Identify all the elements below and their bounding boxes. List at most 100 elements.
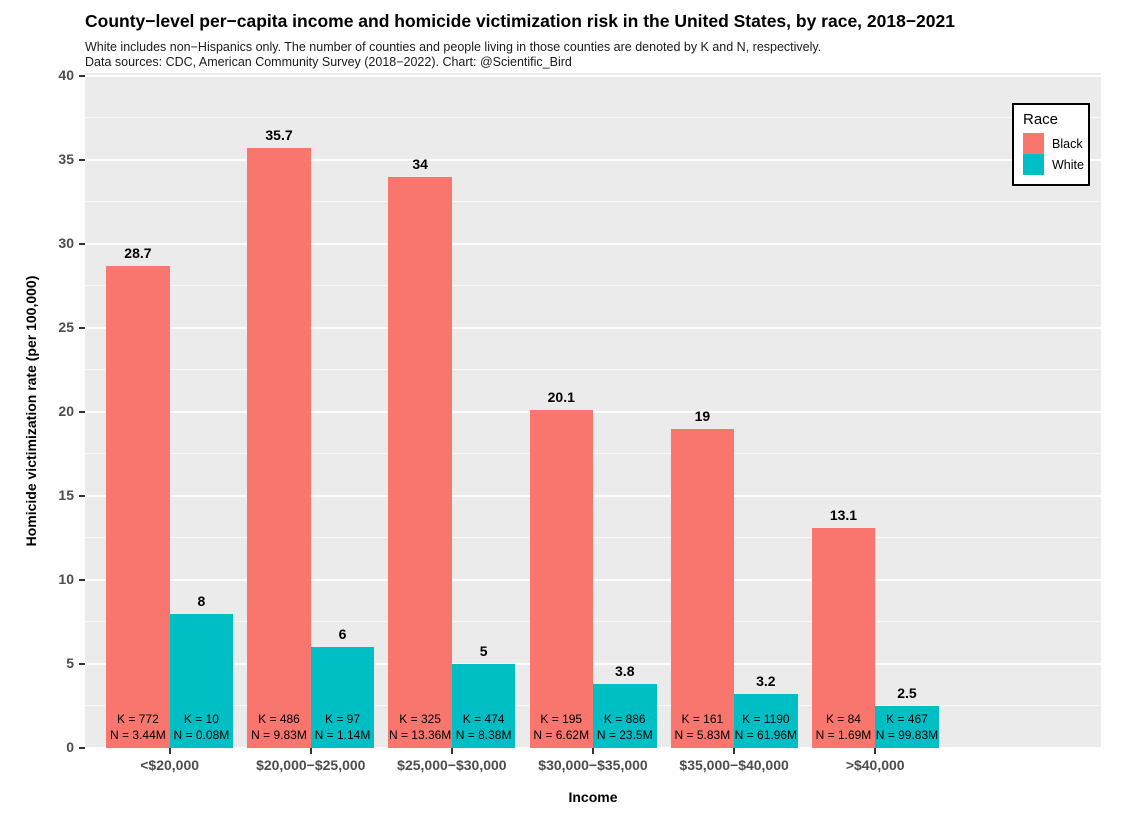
- legend: Race Black White: [1012, 103, 1090, 186]
- y-tick-mark: [79, 579, 85, 581]
- bar-value-label: 3.2: [756, 673, 776, 690]
- bar-value-label: 20.1: [547, 389, 575, 406]
- y-tick-mark: [79, 327, 85, 329]
- counties-count: K = 84: [825, 712, 861, 726]
- y-tick-mark: [79, 243, 85, 245]
- population-count: N = 3.44M: [110, 728, 166, 742]
- chart-subtitle-line1: White includes non−Hispanics only. The n…: [85, 40, 822, 54]
- counties-count: K = 886: [603, 712, 646, 726]
- x-tick-label-0: <$20,000: [140, 757, 200, 773]
- gridline-major: [85, 663, 1101, 665]
- bar-kn-annotation: K = 195 N = 6.62M: [530, 711, 594, 743]
- legend-swatch-white: [1023, 154, 1044, 175]
- population-count: N = 23.5M: [596, 728, 653, 742]
- x-tick-mark: [450, 748, 453, 754]
- gridline-major: [85, 75, 1101, 77]
- plot-panel: 28.7 K = 772 N = 3.44M 8 K = 10 N = 0.08M 35.7…: [85, 73, 1101, 749]
- legend-entry-white: White: [1023, 154, 1084, 175]
- counties-count: K = 10: [183, 712, 219, 726]
- y-tick-label: 35: [58, 151, 74, 167]
- gridline-minor: [85, 201, 1101, 202]
- y-tick-mark: [79, 75, 85, 77]
- bar-value-label: 6: [338, 626, 347, 643]
- counties-count: K = 486: [258, 712, 300, 726]
- bar-kn-annotation: K = 97 N = 1.14M: [311, 711, 375, 743]
- gridline-major: [85, 327, 1101, 329]
- population-count: N = 61.96M: [734, 728, 798, 742]
- bar-white-0: [169, 613, 234, 748]
- counties-count: K = 97: [325, 712, 361, 726]
- bar-value-label: 34: [412, 155, 428, 172]
- bar-value-label: 28.7: [124, 244, 152, 261]
- population-count: N = 9.83M: [251, 728, 307, 742]
- y-tick-mark: [79, 663, 85, 665]
- bar-value-label: 5: [479, 643, 488, 659]
- bar-kn-annotation: K = 486 N = 9.83M: [247, 711, 311, 743]
- bar-black-3: [529, 410, 593, 748]
- counties-count: K = 325: [399, 712, 441, 726]
- gridline-minor: [85, 369, 1101, 370]
- bar-white-4: [734, 694, 798, 748]
- bar-value-label: 2.5: [897, 685, 917, 701]
- x-axis-title: Income: [568, 789, 618, 805]
- y-tick-label: 20: [58, 403, 74, 419]
- counties-count: K = 1190: [742, 712, 790, 726]
- counties-count: K = 161: [681, 712, 724, 726]
- y-tick-mark: [79, 747, 85, 749]
- bar-white-1: [310, 647, 375, 748]
- legend-entries: Black White: [1023, 133, 1084, 175]
- population-count: N = 8.38M: [455, 728, 512, 742]
- x-tick-mark: [592, 748, 594, 754]
- y-tick-label: 5: [66, 655, 74, 671]
- bar-black-0: [106, 265, 170, 748]
- bar-value-label: 13.1: [829, 506, 858, 523]
- legend-title: Race: [1023, 111, 1059, 128]
- legend-swatch-black: [1023, 133, 1044, 154]
- bar-kn-annotation: K = 474 N = 8.38M: [452, 711, 516, 743]
- population-count: N = 1.69M: [815, 728, 872, 742]
- x-tick-mark: [874, 748, 877, 754]
- population-count: N = 13.36M: [388, 728, 452, 742]
- y-tick-label: 10: [58, 571, 74, 587]
- x-tick-label-4: $35,000−$40,000: [679, 757, 789, 773]
- gridline-minor: [85, 453, 1101, 454]
- x-tick-label-5: >$40,000: [845, 757, 905, 773]
- bar-value-label: 8: [197, 592, 206, 609]
- gridline-major: [85, 495, 1101, 497]
- chart-subtitle-line2: Data sources: CDC, American Community Su…: [85, 55, 572, 69]
- gridline-minor: [85, 537, 1101, 538]
- counties-count: K = 195: [540, 712, 583, 726]
- bar-value-label: 19: [694, 407, 711, 424]
- y-tick-label: 0: [66, 739, 74, 755]
- y-tick-mark: [79, 495, 85, 497]
- bar-black-2: [388, 176, 452, 748]
- legend-entry-black: Black: [1023, 133, 1083, 154]
- bar-black-4: [670, 428, 735, 748]
- bar-white-3: [593, 684, 657, 748]
- bar-white-5: [875, 706, 939, 748]
- population-count: N = 0.08M: [173, 728, 230, 742]
- population-count: N = 6.62M: [533, 728, 590, 742]
- y-tick-label: 25: [58, 319, 74, 335]
- bar-value-label: 3.8: [615, 663, 635, 680]
- gridline-major: [85, 243, 1101, 245]
- bar-kn-annotation: K = 467 N = 99.83M: [875, 711, 939, 743]
- y-tick-label: 30: [58, 235, 74, 251]
- counties-count: K = 474: [462, 712, 505, 726]
- x-tick-label-2: $25,000−$30,000: [397, 757, 507, 773]
- y-tick-mark: [79, 159, 85, 161]
- gridline-major: [85, 159, 1101, 161]
- x-tick-mark: [309, 748, 312, 754]
- population-count: N = 99.83M: [875, 728, 939, 742]
- legend-label: White: [1052, 157, 1084, 172]
- bar-black-1: [247, 148, 311, 748]
- bar-kn-annotation: K = 886 N = 23.5M: [593, 711, 657, 743]
- population-count: N = 1.14M: [314, 728, 371, 742]
- x-tick-label-3: $30,000−$35,000: [538, 757, 648, 773]
- x-tick-mark: [733, 748, 736, 754]
- y-tick-mark: [79, 411, 85, 413]
- y-tick-label: 15: [58, 487, 74, 503]
- bar-kn-annotation: K = 10 N = 0.08M: [170, 711, 234, 743]
- gridline-major: [85, 411, 1101, 413]
- gridline-major: [85, 579, 1101, 581]
